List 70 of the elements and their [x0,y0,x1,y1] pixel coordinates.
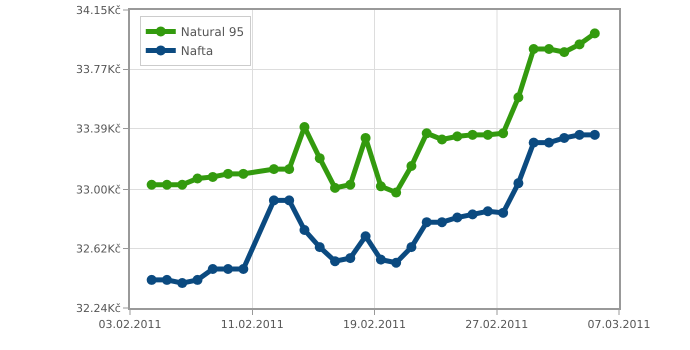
point [559,47,570,58]
point [452,131,462,142]
point [559,132,570,143]
point [238,168,248,179]
point [177,278,188,288]
point [284,195,294,206]
point [528,138,539,148]
x-tick-label: 03.02.2011 [98,318,162,332]
y-tick-label: 32.62Kč [76,242,121,256]
point [192,174,202,184]
point [391,258,402,268]
point [146,180,157,190]
point [391,188,402,198]
point [162,180,172,190]
y-tick-label: 32.24Kč [76,302,121,315]
point [146,274,157,285]
legend-label: Natural 95 [180,25,244,40]
point [192,274,202,285]
point [268,164,279,174]
point [406,242,416,252]
point [436,217,447,228]
point [452,212,462,223]
point [482,130,493,140]
y-tick-label: 34.15Kč [76,4,121,17]
point [223,168,234,179]
point [162,274,172,285]
point [223,264,234,274]
point [590,28,600,38]
point [376,254,386,265]
point [468,209,478,220]
point [314,153,325,164]
point [513,92,524,102]
x-tick-label: 19.02.2011 [343,318,406,332]
point [208,172,218,182]
point [208,264,218,274]
point [330,182,340,193]
point [422,128,432,138]
point [177,180,188,190]
point [345,180,356,190]
point [345,253,356,264]
point [544,44,554,54]
legend-label: Nafta [180,44,214,58]
point [468,130,478,140]
point [544,138,554,148]
point [482,206,493,216]
point [299,224,310,235]
point [590,130,600,140]
point [314,242,325,252]
point [422,217,432,228]
x-tick-label: 11.02.2011 [220,318,284,332]
point [513,178,524,188]
point [436,134,447,144]
point [284,164,294,174]
point [360,231,371,242]
point [376,181,386,192]
x-tick-label: 07.03.2011 [588,318,650,332]
point [360,132,371,143]
point [498,128,508,138]
x-tick-label: 27.02.2011 [465,318,528,332]
point [528,44,539,54]
point [574,39,585,50]
point [238,264,248,274]
point [498,208,508,218]
y-tick-label: 33.39Kč [76,122,121,136]
y-tick-label: 33.77Kč [76,63,121,76]
y-tick-label: 33.00Kč [76,183,121,196]
point [268,195,279,206]
point [406,161,416,172]
point [574,130,585,140]
point [330,256,340,266]
